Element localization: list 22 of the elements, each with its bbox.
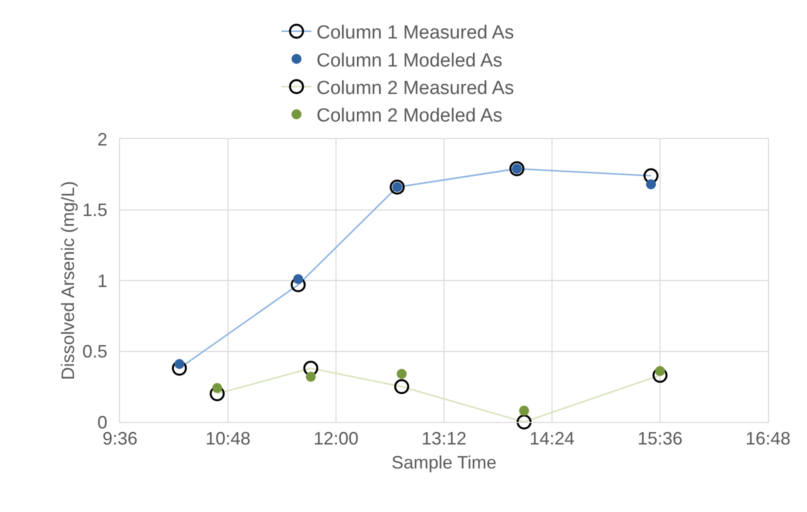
y-tick-label: 1.5 — [82, 200, 108, 220]
y-tick-label: 0.5 — [82, 342, 108, 362]
y-tick-label: 1 — [97, 270, 108, 291]
legend-label: Column 1 Modeled As — [316, 50, 502, 72]
point — [519, 406, 530, 416]
x-tick-label: 14:24 — [529, 428, 575, 449]
x-tick-label: 10:48 — [205, 428, 251, 449]
x-tick-label: 13:12 — [421, 428, 467, 449]
x-axis-title: Sample Time — [391, 452, 497, 473]
legend-label: Column 2 Measured As — [316, 78, 514, 99]
legend-label: Column 2 Modeled As — [316, 106, 502, 127]
x-tick-label: 15:36 — [637, 428, 683, 449]
x-tick-label: 16:48 — [745, 428, 791, 449]
x-tick-label: 12:00 — [313, 428, 359, 449]
y-axis-title: Dissolved Arsenic (mg/L) — [58, 180, 78, 380]
y-tick-label: 2 — [97, 129, 108, 150]
point — [396, 368, 407, 379]
point — [646, 179, 656, 190]
point — [293, 274, 304, 284]
point — [306, 372, 316, 382]
point — [212, 383, 222, 394]
legend-label: Column 1 Measured As — [316, 22, 514, 44]
